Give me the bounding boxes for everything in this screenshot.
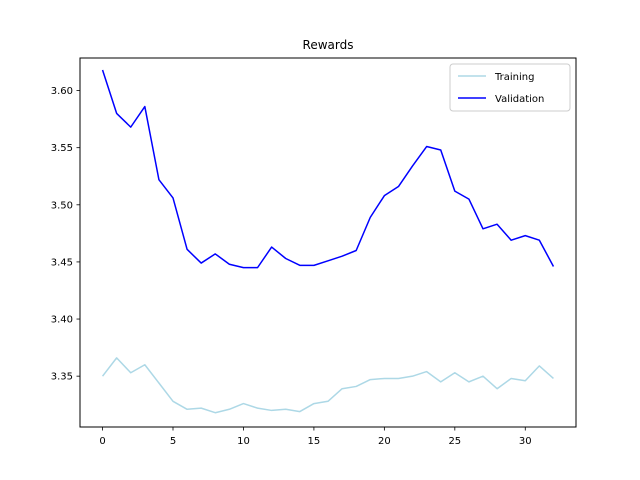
x-tick-label: 0 xyxy=(99,436,105,447)
y-axis-ticks: 3.35 3.40 3.45 3.50 3.55 3.60 xyxy=(51,86,80,383)
y-tick-label: 3.50 xyxy=(51,200,73,211)
y-tick-label: 3.35 xyxy=(51,372,73,383)
y-tick-label: 3.55 xyxy=(51,143,73,154)
legend-label-training: Training xyxy=(494,72,534,83)
x-tick-label: 5 xyxy=(170,436,176,447)
x-tick-label: 10 xyxy=(237,436,250,447)
series-line-training xyxy=(101,357,554,414)
series-layer xyxy=(101,69,555,414)
y-tick-label: 3.45 xyxy=(51,257,73,268)
y-tick-label: 3.60 xyxy=(51,86,73,97)
x-tick-label: 25 xyxy=(448,436,461,447)
x-tick-label: 20 xyxy=(378,436,391,447)
legend-label-validation: Validation xyxy=(495,94,544,105)
x-tick-label: 15 xyxy=(308,436,321,447)
plot-area-frame xyxy=(79,57,577,428)
chart-title: Rewards xyxy=(303,38,354,52)
x-tick-label: 30 xyxy=(519,436,532,447)
x-axis-ticks: 0 5 10 15 20 25 30 xyxy=(99,427,532,447)
series-line-validation xyxy=(101,69,555,269)
legend: Training Validation xyxy=(449,63,571,112)
y-tick-label: 3.40 xyxy=(51,315,73,326)
